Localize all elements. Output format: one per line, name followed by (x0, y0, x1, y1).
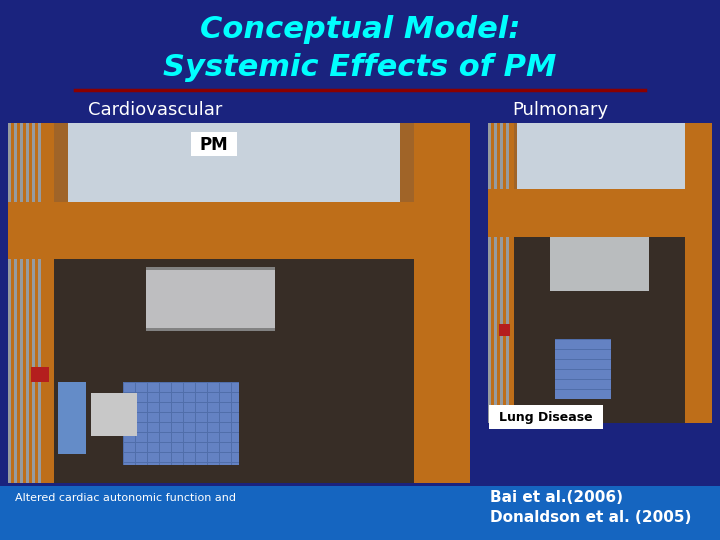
FancyBboxPatch shape (489, 405, 603, 429)
Text: PM: PM (199, 136, 228, 154)
Text: Pulmonary: Pulmonary (512, 101, 608, 119)
Text: Bai et al.(2006): Bai et al.(2006) (490, 490, 623, 505)
Text: Lung Disease: Lung Disease (499, 411, 593, 424)
FancyBboxPatch shape (470, 123, 488, 486)
Text: Altered cardiac autonomic function and: Altered cardiac autonomic function and (15, 493, 236, 503)
Text: Donaldson et al. (2005): Donaldson et al. (2005) (490, 510, 691, 525)
FancyBboxPatch shape (0, 486, 720, 540)
FancyBboxPatch shape (191, 132, 237, 156)
Text: Cardiovascular: Cardiovascular (88, 101, 222, 119)
Text: Systemic Effects of PM: Systemic Effects of PM (163, 53, 557, 83)
Text: Conceptual Model:: Conceptual Model: (199, 16, 521, 44)
